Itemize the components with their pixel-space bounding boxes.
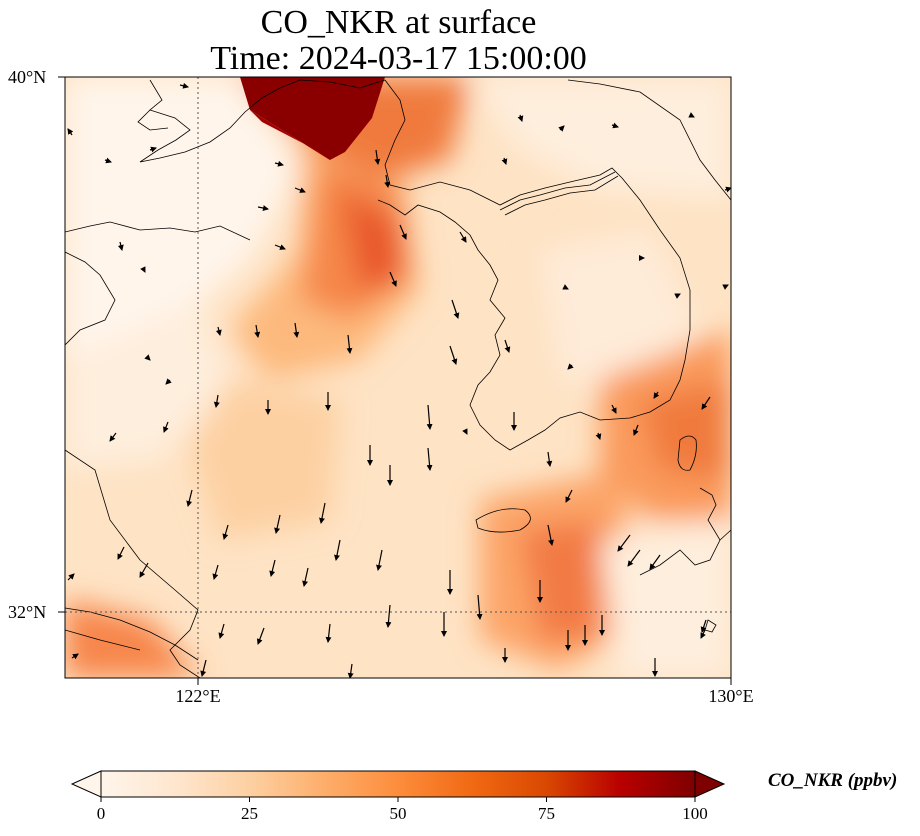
wind-vector [451,299,460,319]
wind-vector [517,114,524,122]
wind-vector [165,378,172,385]
wind-vector [257,205,269,211]
wind-vector [565,489,573,503]
wind-vector [117,546,125,560]
wind-vector [700,619,707,633]
colorbar-max-extend [694,770,726,798]
colorbar-tick-50: 50 [389,804,407,823]
colorbar [70,770,726,802]
lat-label-40n: 40°N [8,67,47,87]
wind-vector [302,567,309,587]
wind-vector [274,244,286,250]
wind-vector [140,266,146,273]
wind-vector [389,271,397,287]
wind-vector [653,391,660,399]
wind-vector [104,157,112,164]
wind-vector [67,128,74,136]
concentration-field [65,77,731,678]
wind-vector [595,432,602,440]
wind-vector [476,594,483,620]
wind-vector [376,549,383,571]
wind-vector [617,534,631,552]
wind-vector [385,604,392,628]
wind-vector [212,564,219,580]
wind-vector [149,146,157,153]
wind-vector [186,489,193,507]
lon-label-130e: 130°E [708,686,754,706]
wind-vector [558,125,565,132]
wind-vector [256,627,265,645]
map-frame [64,76,732,679]
wind-vectors [67,82,731,678]
wind-vector [269,559,276,577]
wind-vector [374,149,381,165]
wind-vector [426,447,433,471]
wind-vector [567,363,574,370]
map-title: CO_NKR at surface [260,4,537,41]
wind-vector [504,339,511,353]
wind-vector [294,187,306,193]
wind-vector [334,539,341,561]
lat-label-32n: 32°N [8,602,47,622]
wind-vector [700,629,706,639]
wind-vector [67,573,75,581]
wind-vector [109,432,117,442]
colorbar-tick-75: 75 [538,804,555,823]
colorbar-min-extend [70,770,102,798]
wind-vector [117,241,124,251]
wind-vector [139,562,149,578]
wind-vector [611,122,619,129]
lon-label-122e: 122°E [175,686,221,706]
wind-vector [200,659,207,677]
coastlines [65,79,731,678]
wind-vector [213,394,220,408]
colorbar-label: CO_NKR (ppbv) [768,770,898,791]
wind-vector [462,428,468,435]
colorbar-tick-25: 25 [241,804,258,823]
wind-vector [611,404,617,414]
wind-vector [215,326,222,336]
gridlines [65,77,731,678]
wind-vector [347,663,354,678]
wind-vector [649,554,661,570]
wind-vector [459,231,467,243]
wind-vector [218,623,225,639]
wind-vector [674,293,681,299]
colorbar-tick-0: 0 [96,804,106,823]
wind-vector [501,157,508,165]
map-time-subtitle: Time: 2024-03-17 15:00:00 [210,40,587,77]
wind-vector [346,334,353,354]
wind-vector [688,112,695,118]
wind-vector [274,514,281,534]
colorbar-gradient [101,771,695,797]
wind-vector [71,653,79,660]
wind-vector [547,524,554,546]
wind-vector [274,160,284,167]
wind-vector [627,549,641,567]
wind-vector [319,502,326,524]
wind-vector [222,524,229,540]
wind-vector [722,284,729,290]
wind-vector [179,82,189,89]
wind-vector [633,424,639,436]
wind-vector [426,404,433,430]
wind-vector [325,623,332,643]
wind-vector [384,174,391,188]
wind-vector [724,186,731,193]
wind-vector [546,451,553,467]
colorbar-tick-100: 100 [682,804,708,823]
wind-vector [254,324,261,338]
wind-vector [701,396,711,410]
wind-vector [562,284,569,290]
wind-vector [144,354,151,361]
wind-vector [163,421,169,433]
wind-vector [449,345,458,365]
wind-vector [293,322,300,338]
wind-vector [399,224,407,240]
